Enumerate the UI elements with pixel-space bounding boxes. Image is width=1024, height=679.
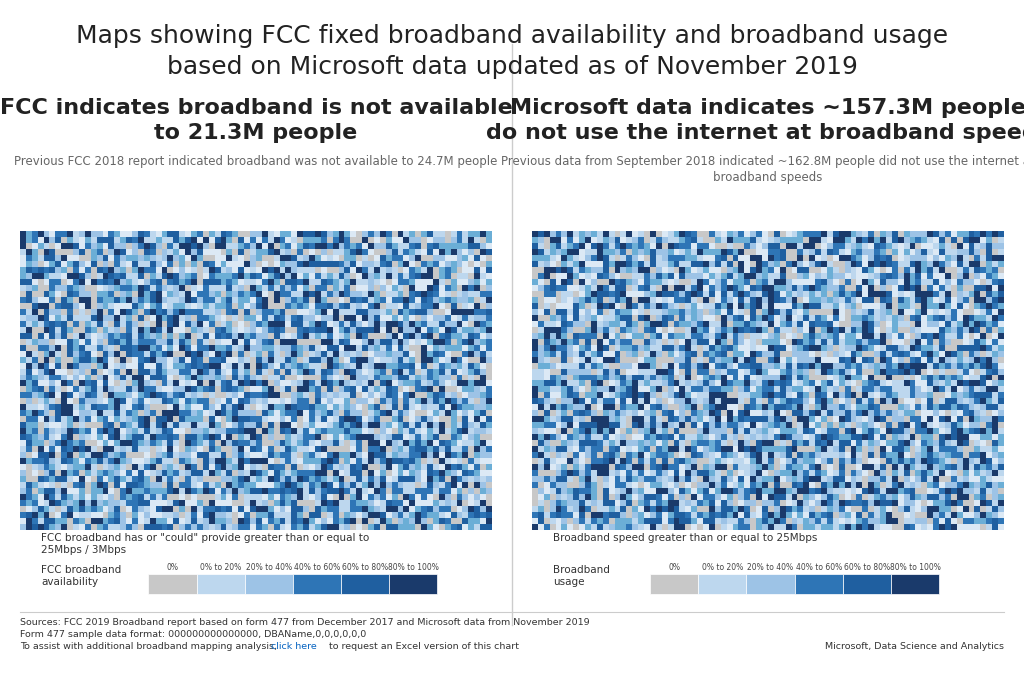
Text: Form 477 sample data format: 000000000000000, DBAName,0,0,0,0,0,0: Form 477 sample data format: 00000000000… [20, 630, 367, 639]
Text: FCC broadband has or "could" provide greater than or equal to
25Mbps / 3Mbps: FCC broadband has or "could" provide gre… [41, 533, 370, 555]
Text: Microsoft, Data Science and Analytics: Microsoft, Data Science and Analytics [824, 642, 1004, 651]
Text: Broadband speed greater than or equal to 25Mbps: Broadband speed greater than or equal to… [553, 533, 817, 543]
Text: 40% to 60%: 40% to 60% [294, 563, 340, 572]
Text: FCC indicates broadband is not available
to 21.3M people: FCC indicates broadband is not available… [0, 98, 512, 143]
Text: 0% to 20%: 0% to 20% [200, 563, 242, 572]
Text: 0% to 20%: 0% to 20% [701, 563, 743, 572]
Text: 20% to 40%: 20% to 40% [246, 563, 292, 572]
Text: Broadband
usage: Broadband usage [553, 565, 610, 587]
Text: 40% to 60%: 40% to 60% [796, 563, 842, 572]
Text: 0%: 0% [167, 563, 178, 572]
Text: Sources: FCC 2019 Broadband report based on form 477 from December 2017 and Micr: Sources: FCC 2019 Broadband report based… [20, 618, 590, 627]
Text: 80% to 100%: 80% to 100% [890, 563, 940, 572]
Text: To assist with additional broadband mapping analysis,: To assist with additional broadband mapp… [20, 642, 281, 651]
Text: 60% to 80%: 60% to 80% [844, 563, 890, 572]
Text: Previous data from September 2018 indicated ~162.8M people did not use the inter: Previous data from September 2018 indica… [501, 155, 1024, 184]
Text: Microsoft data indicates ~157.3M people
do not use the internet at broadband spe: Microsoft data indicates ~157.3M people … [485, 98, 1024, 143]
Text: click here: click here [271, 642, 317, 651]
Text: Maps showing FCC fixed broadband availability and broadband usage
based on Micro: Maps showing FCC fixed broadband availab… [76, 24, 948, 79]
Text: to request an Excel version of this chart: to request an Excel version of this char… [326, 642, 518, 651]
Text: Previous FCC 2018 report indicated broadband was not available to 24.7M people: Previous FCC 2018 report indicated broad… [14, 155, 498, 168]
Text: 80% to 100%: 80% to 100% [388, 563, 438, 572]
Text: 0%: 0% [669, 563, 680, 572]
Text: 20% to 40%: 20% to 40% [748, 563, 794, 572]
Text: FCC broadband
availability: FCC broadband availability [41, 565, 121, 587]
Text: 60% to 80%: 60% to 80% [342, 563, 388, 572]
